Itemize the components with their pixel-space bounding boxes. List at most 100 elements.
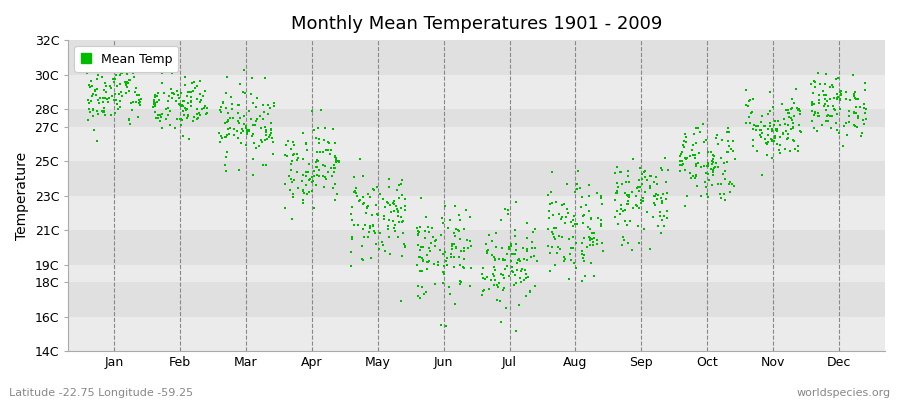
Point [727,156,742,162]
Point [678,202,692,209]
Point [792,111,806,117]
Point [697,163,711,170]
Point [721,148,735,155]
Point [163,108,177,114]
Point [447,232,462,239]
Point [519,248,534,254]
Point [647,179,662,185]
Point [301,169,315,175]
Point [117,79,131,85]
Point [147,99,161,105]
Point [291,154,305,161]
Point [380,199,394,206]
Point [745,142,760,149]
Point [746,136,760,143]
Point [542,207,556,214]
Point [782,114,796,120]
Point [583,215,598,222]
Point [348,188,363,194]
Point [741,102,755,109]
Point [457,256,472,263]
Point [172,101,186,108]
Point [316,149,330,156]
Point [434,232,448,238]
Point [700,160,715,166]
Point [299,182,313,188]
Point [565,245,580,252]
Point [410,282,425,289]
Point [316,173,330,179]
Point [436,263,451,270]
Point [169,115,184,122]
Point [820,98,834,104]
Point [488,267,502,273]
Point [278,204,293,211]
Point [320,146,334,153]
Point [305,108,320,115]
Point [133,98,148,105]
Point [811,110,825,116]
Point [818,92,832,98]
Point [148,102,162,109]
Point [395,253,410,259]
Point [593,221,608,227]
Point [312,148,327,155]
Point [240,127,255,133]
Point [632,184,646,190]
Point [688,174,702,181]
Point [824,125,839,132]
Point [824,82,839,88]
Point [445,243,459,250]
Point [758,123,772,130]
Point [853,104,868,110]
Point [490,282,504,288]
Point [233,130,248,137]
Point [817,81,832,87]
Point [805,98,819,105]
Point [631,184,645,190]
Point [440,255,454,261]
Point [847,122,861,128]
Point [701,149,716,156]
Point [477,287,491,293]
Point [166,70,180,76]
Point [108,75,122,82]
Point [344,262,358,269]
Point [463,214,477,220]
Point [302,176,317,182]
Point [410,231,425,237]
Point [784,106,798,112]
Point [635,171,650,178]
Point [505,268,519,274]
Point [724,146,738,153]
Point [691,150,706,157]
Point [104,112,118,118]
Point [90,108,104,114]
Point [791,106,806,112]
Point [242,127,256,134]
Point [287,177,302,183]
Point [95,74,110,80]
Point [821,118,835,124]
Point [386,198,400,204]
Point [553,246,567,252]
Point [593,193,608,200]
Point [753,126,768,133]
Point [625,189,639,195]
Point [545,228,560,235]
Point [760,152,774,158]
Point [444,254,458,260]
Point [824,84,838,90]
Point [594,223,608,229]
Point [132,97,147,103]
Point [464,265,478,271]
Point [678,131,692,137]
Point [567,260,581,266]
Point [764,138,778,144]
Point [356,256,370,262]
Point [616,207,630,214]
Point [298,173,312,180]
Point [175,116,189,123]
Point [328,153,343,160]
Point [683,170,698,176]
